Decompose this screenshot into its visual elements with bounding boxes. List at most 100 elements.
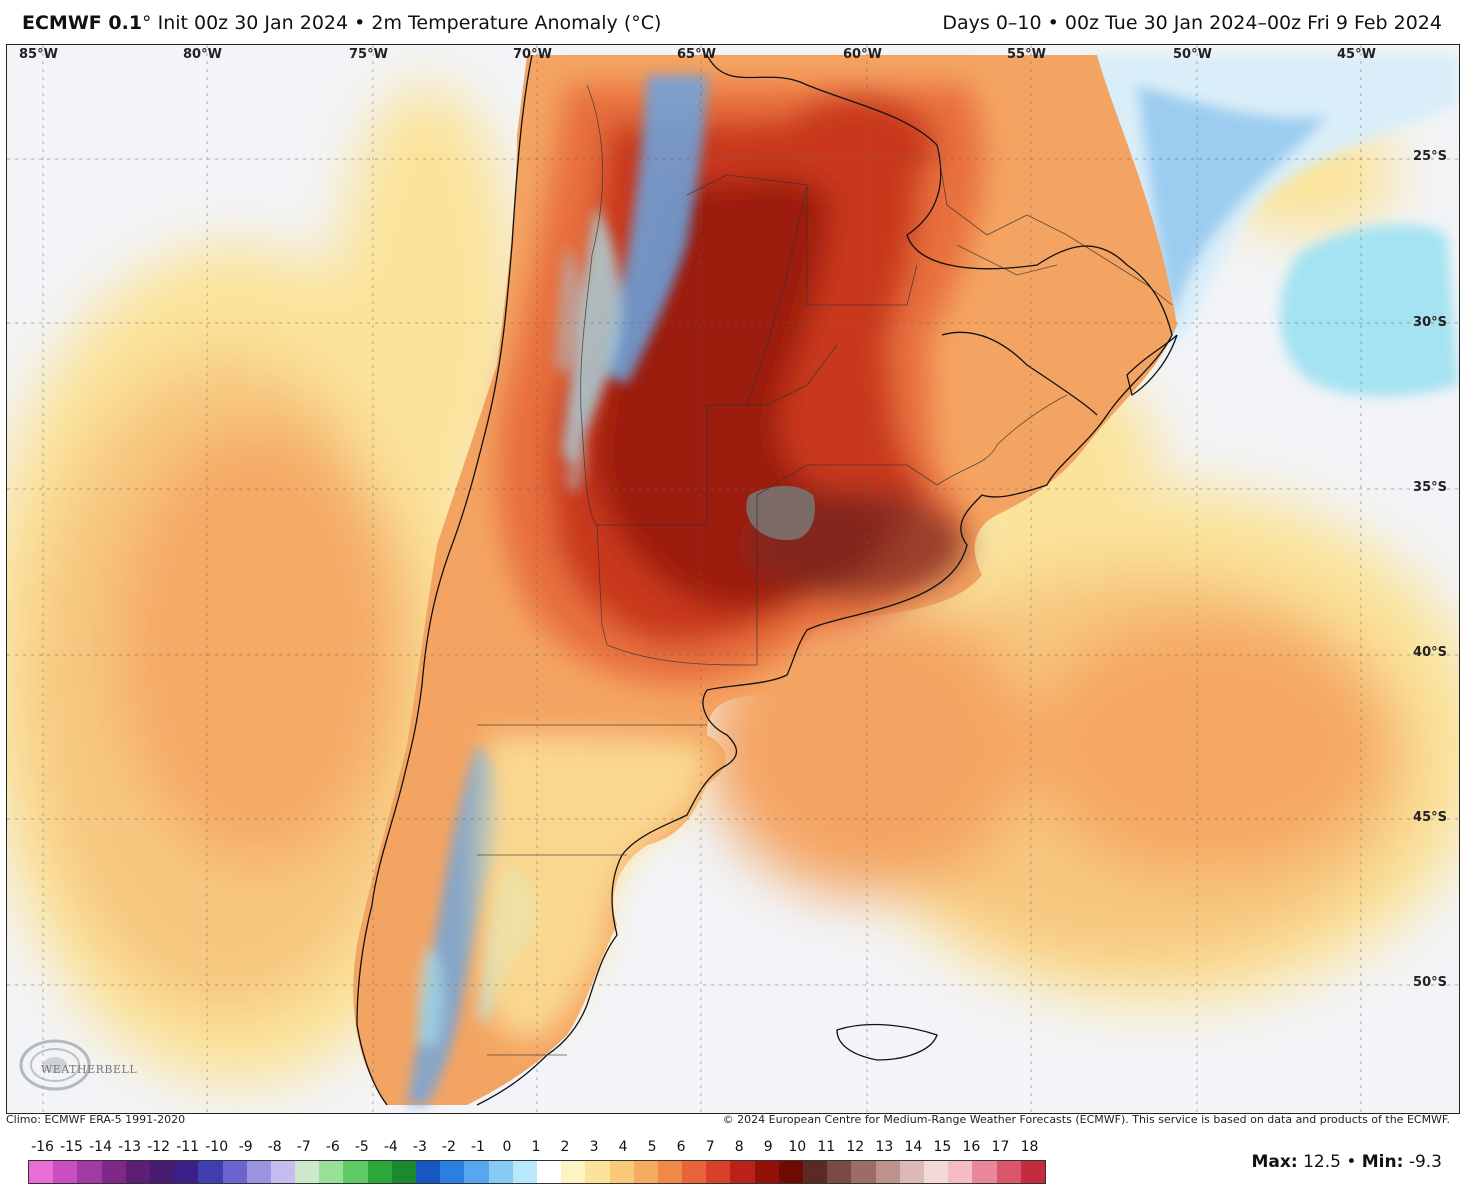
- colorbar-tick: -6: [325, 1139, 340, 1155]
- colorbar-tick: 1: [531, 1139, 541, 1155]
- colorbar-swatch: [270, 1161, 296, 1183]
- colorbar-swatch: [875, 1161, 900, 1183]
- stats-separator: •: [1346, 1152, 1357, 1172]
- colorbar-swatch: [657, 1161, 683, 1183]
- min-label: Min:: [1361, 1152, 1404, 1172]
- valid-period: Days 0–10 • 00z Tue 30 Jan 2024–00z Fri …: [942, 12, 1442, 34]
- colorbar-swatch: [899, 1161, 924, 1183]
- colorbar-tick: -8: [267, 1139, 282, 1155]
- brazil-cool-region: [1087, 55, 1459, 345]
- colorbar-swatch: [77, 1161, 102, 1183]
- colorbar-tick: 12: [846, 1139, 865, 1155]
- colorbar-tick: 2: [560, 1139, 570, 1155]
- colorbar-swatch: [778, 1161, 803, 1183]
- colorbar-tick: -10: [205, 1139, 229, 1155]
- colorbar-tick: 14: [904, 1139, 923, 1155]
- copyright-note: © 2024 European Centre for Medium-Range …: [722, 1113, 1450, 1126]
- colorbar-tick: -4: [383, 1139, 398, 1155]
- colorbar-swatch: [246, 1161, 271, 1183]
- lon-label-85w: 85°W: [19, 47, 58, 62]
- colorbar-swatch: [706, 1161, 731, 1183]
- colorbar-swatch: [391, 1161, 416, 1183]
- colorbar-swatch: [996, 1161, 1021, 1183]
- colorbar-swatch: [198, 1161, 223, 1183]
- lat-label-30s: 30°S: [1413, 315, 1447, 330]
- colorbar-tick: 9: [763, 1139, 773, 1155]
- title-bullet: •: [354, 12, 366, 34]
- coastlines: [356, 54, 1178, 1106]
- logo-text: WEATHERBELL: [41, 1063, 138, 1076]
- init-time: Init 00z 30 Jan 2024: [157, 12, 349, 34]
- colorbar-tick: 15: [933, 1139, 952, 1155]
- colorbar-swatch: [754, 1161, 779, 1183]
- colorbar-swatch: [730, 1161, 755, 1183]
- weatherbell-logo: WEATHERBELL: [15, 1035, 145, 1095]
- degree-mark: °: [142, 12, 152, 34]
- colorbar-tick: -13: [118, 1139, 142, 1155]
- colorbar-tick: -3: [412, 1139, 427, 1155]
- colorbar-tick: -15: [60, 1139, 83, 1155]
- colorbar-tick: 0: [502, 1139, 512, 1155]
- lon-label-80w: 80°W: [183, 47, 222, 62]
- colorbar-tick: -14: [89, 1139, 112, 1155]
- colorbar-tick: 18: [1020, 1139, 1039, 1155]
- lat-label-50s: 50°S: [1413, 975, 1447, 990]
- colorbar-swatch: [948, 1161, 973, 1183]
- max-label: Max:: [1251, 1152, 1298, 1172]
- colorbar-swatch: [343, 1161, 368, 1183]
- graticule: [7, 45, 1459, 1113]
- colorbar-tick: 4: [618, 1139, 628, 1155]
- extreme-anomaly-spot: [746, 485, 816, 541]
- colorbar-tick: -1: [470, 1139, 485, 1155]
- lat-label-35s: 35°S: [1413, 480, 1447, 495]
- colorbar: [28, 1160, 1046, 1184]
- lat-label-40s: 40°S: [1413, 645, 1447, 660]
- climo-note: Climo: ECMWF ERA-5 1991-2020: [6, 1113, 186, 1126]
- colorbar-tick: -2: [441, 1139, 456, 1155]
- colorbar-swatch: [851, 1161, 876, 1183]
- colorbar-swatch: [125, 1161, 150, 1183]
- colorbar-swatch: [416, 1161, 441, 1183]
- weatherbell-swirl-icon: [19, 1039, 91, 1091]
- colorbar-swatch: [972, 1161, 997, 1183]
- colorbar-tick: -16: [31, 1139, 54, 1155]
- lat-label-25s: 25°S: [1413, 149, 1447, 164]
- continent-warm-field: [496, 85, 984, 685]
- colorbar-tick: -5: [354, 1139, 369, 1155]
- colorbar-tick: 17: [991, 1139, 1010, 1155]
- colorbar-tick-labels: -16 -15 -14 -13 -12 -11 -10 -9 -8 -7 -6 -5 -4 -3 -2 -1 0…: [20, 1139, 1060, 1159]
- colorbar-tick: 6: [676, 1139, 686, 1155]
- colorbar-tick: -11: [176, 1139, 200, 1155]
- colorbar-swatch: [440, 1161, 465, 1183]
- colorbar-swatch: [464, 1161, 489, 1183]
- min-value: -9.3: [1408, 1152, 1442, 1172]
- colorbar-swatch: [536, 1161, 562, 1183]
- anomaly-map: 85°W 80°W 75°W 70°W 65°W 60°W 55°W 50°W …: [6, 44, 1460, 1114]
- max-min-stats: Max: 12.5 • Min: -9.3: [1252, 1152, 1443, 1172]
- lon-label-55w: 55°W: [1007, 47, 1046, 62]
- colorbar-swatch: [53, 1161, 78, 1183]
- colorbar-swatch: [295, 1161, 320, 1183]
- colorbar-swatch: [222, 1161, 247, 1183]
- lon-label-70w: 70°W: [513, 47, 552, 62]
- field-name: 2m Temperature Anomaly (°C): [371, 12, 662, 34]
- lat-label-45s: 45°S: [1413, 810, 1447, 825]
- colorbar-tick: 3: [589, 1139, 599, 1155]
- lon-label-45w: 45°W: [1337, 47, 1376, 62]
- colorbar-swatch: [633, 1161, 658, 1183]
- colorbar-tick: -12: [147, 1139, 171, 1155]
- colorbar-swatch: [803, 1161, 828, 1183]
- colorbar-swatch: [585, 1161, 610, 1183]
- map-canvas: [7, 45, 1459, 1113]
- colorbar-swatch: [609, 1161, 634, 1183]
- lon-label-50w: 50°W: [1173, 47, 1212, 62]
- colorbar-swatch: [367, 1161, 392, 1183]
- country-borders: [477, 84, 1173, 1056]
- colorbar-tick: 10: [788, 1139, 807, 1155]
- colorbar-tick: -7: [296, 1139, 311, 1155]
- lon-label-60w: 60°W: [843, 47, 882, 62]
- colorbar-tick: -9: [238, 1139, 253, 1155]
- colorbar-swatch: [101, 1161, 126, 1183]
- lon-label-75w: 75°W: [349, 47, 388, 62]
- colorbar-swatch: [827, 1161, 852, 1183]
